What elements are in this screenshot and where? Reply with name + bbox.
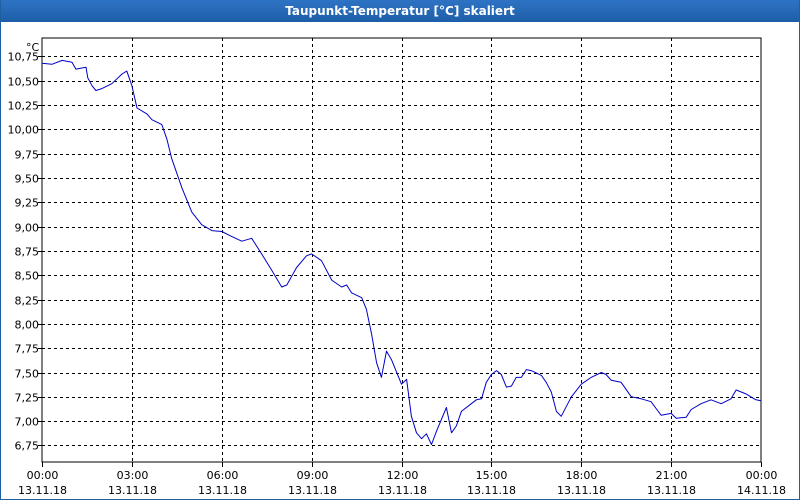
y-tick-label: 10,50 <box>8 76 40 89</box>
x-tick-date-label: 13.11.18 <box>108 484 157 497</box>
chart-grid <box>42 38 761 462</box>
x-tick-time-label: 03:00 <box>117 469 149 482</box>
x-tick-time-label: 09:00 <box>297 469 329 482</box>
y-tick-label: 10,00 <box>8 124 40 137</box>
y-tick-label: 6,75 <box>15 440 40 453</box>
x-axis-ticks: 00:00 13.11.18 03:00 13.11.18 06:00 13.11.18 0… <box>18 462 786 497</box>
x-tick-date-label: 13.11.18 <box>467 484 516 497</box>
y-tick-label: 9,75 <box>15 149 40 162</box>
x-tick-date-label: 13.11.18 <box>198 484 247 497</box>
x-tick-date-label: 13.11.18 <box>378 484 427 497</box>
x-tick-time-label: 12:00 <box>387 469 419 482</box>
y-tick-label: 9,25 <box>15 197 40 210</box>
x-tick-date-label: 13.11.18 <box>557 484 606 497</box>
y-tick-label: 8,50 <box>15 270 40 283</box>
x-tick-time-label: 06:00 <box>207 469 239 482</box>
x-tick-date-label: 14.11.18 <box>737 484 786 497</box>
x-tick-time-label: 15:00 <box>476 469 508 482</box>
x-tick-time-label: 00:00 <box>746 469 778 482</box>
x-tick-date-label: 13.11.18 <box>288 484 337 497</box>
y-tick-label: 8,75 <box>15 246 40 259</box>
y-tick-label: 7,00 <box>15 416 40 429</box>
y-tick-label: 10,25 <box>8 100 40 113</box>
y-tick-label: 8,00 <box>15 319 40 332</box>
x-tick-time-label: 00:00 <box>27 469 59 482</box>
y-tick-label: 9,00 <box>15 222 40 235</box>
y-tick-label: 9,50 <box>15 173 40 186</box>
series-group <box>41 59 762 445</box>
dewpoint-series-line <box>41 59 762 445</box>
x-tick-time-label: 18:00 <box>566 469 598 482</box>
plot-area-frame <box>41 37 762 463</box>
y-axis-unit-label: °C <box>26 41 40 54</box>
y-tick-label: 7,50 <box>15 368 40 381</box>
x-tick-date-label: 13.11.18 <box>647 484 696 497</box>
y-tick-label: 7,75 <box>15 343 40 356</box>
x-tick-date-label: 13.11.18 <box>18 484 67 497</box>
x-tick-time-label: 21:00 <box>656 469 688 482</box>
window-title: Taupunkt-Temperatur [°C] skaliert <box>1 0 799 22</box>
y-tick-label: 10,75 <box>8 51 40 64</box>
y-axis-ticks: 6,75 7,00 7,25 7,50 7,75 8,00 8,25 8,50 8,75 9,00… <box>8 51 42 453</box>
y-tick-label: 7,25 <box>15 392 40 405</box>
y-tick-label: 8,25 <box>15 295 40 308</box>
